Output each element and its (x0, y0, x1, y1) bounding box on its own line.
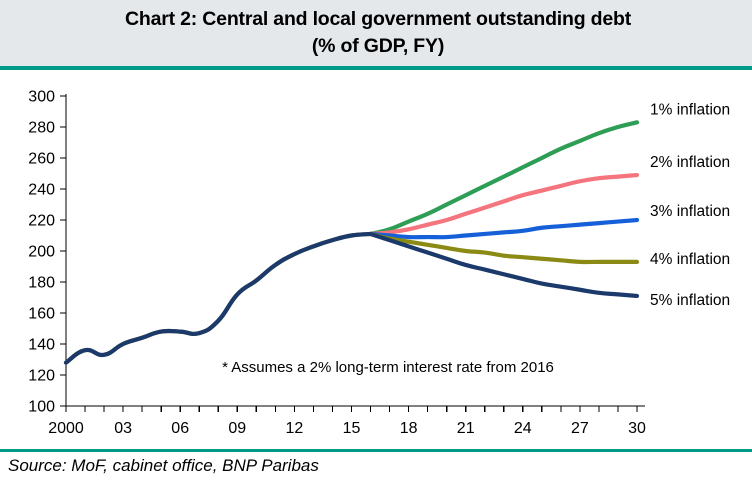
chart-plot-area: 100 120 140 160 180 200 220 240 260 280 300 2000 03… (0, 70, 752, 448)
line-chart-svg: 100 120 140 160 180 200 220 240 260 280 300 2000 03… (28, 89, 730, 438)
x-tick-label: 21 (457, 420, 475, 437)
y-tick-label: 140 (28, 337, 55, 354)
y-axis-tick-labels: 100 120 140 160 180 200 220 240 260 280 300 (28, 89, 55, 416)
x-tick-label: 06 (171, 420, 189, 437)
legend-label-5pct-inflation: 5% inflation (650, 292, 730, 309)
chart-title-band: Chart 2: Central and local government ou… (0, 0, 752, 66)
history-line-underlay (63, 231, 373, 365)
legend-labels-group: 1% inflation 2% inflation 3% inflation 4% i… (650, 101, 730, 309)
x-tick-label: 18 (400, 420, 418, 437)
y-tick-label: 260 (28, 151, 55, 168)
chart-title: Chart 2: Central and local government ou… (125, 8, 631, 57)
x-tick-label: 12 (286, 420, 304, 437)
legend-label-4pct-inflation: 4% inflation (650, 251, 730, 268)
legend-label-1pct-inflation: 1% inflation (650, 101, 730, 118)
y-tick-label: 200 (28, 244, 55, 261)
footnote-note: * Assumes a 2% long-term interest rate f… (222, 359, 554, 376)
y-tick-label: 240 (28, 182, 55, 199)
y-tick-label: 220 (28, 213, 55, 230)
series-line-4pct (368, 231, 640, 265)
x-tick-label: 2000 (48, 420, 84, 437)
series-line-2pct (368, 172, 640, 237)
y-tick-label: 120 (28, 368, 55, 385)
x-tick-label: 30 (628, 420, 646, 437)
series-line-5pct (368, 231, 640, 299)
x-tick-label: 15 (343, 420, 361, 437)
source-divider-rule (0, 449, 752, 452)
x-axis-tick-labels: 2000 03 06 09 12 15 18 21 24 27 30 (48, 420, 646, 437)
x-tick-label: 27 (571, 420, 589, 437)
y-tick-label: 160 (28, 306, 55, 323)
data-series-group (63, 120, 640, 365)
x-axis-ticks (65, 406, 638, 412)
x-tick-label: 24 (514, 420, 532, 437)
legend-label-3pct-inflation: 3% inflation (650, 203, 730, 220)
series-line-3pct (368, 217, 640, 240)
series-line-1pct (368, 120, 640, 237)
y-tick-label: 180 (28, 275, 55, 292)
x-tick-label: 09 (228, 420, 246, 437)
y-axis-ticks (60, 95, 66, 407)
y-tick-label: 280 (28, 120, 55, 137)
x-tick-label: 03 (114, 420, 132, 437)
y-tick-label: 100 (28, 399, 55, 416)
source-caption: Source: MoF, cabinet office, BNP Paribas (8, 456, 319, 475)
y-tick-label: 300 (28, 89, 55, 106)
title-divider-rule (0, 66, 752, 70)
legend-label-2pct-inflation: 2% inflation (650, 154, 730, 171)
history-line-actual (63, 231, 373, 365)
